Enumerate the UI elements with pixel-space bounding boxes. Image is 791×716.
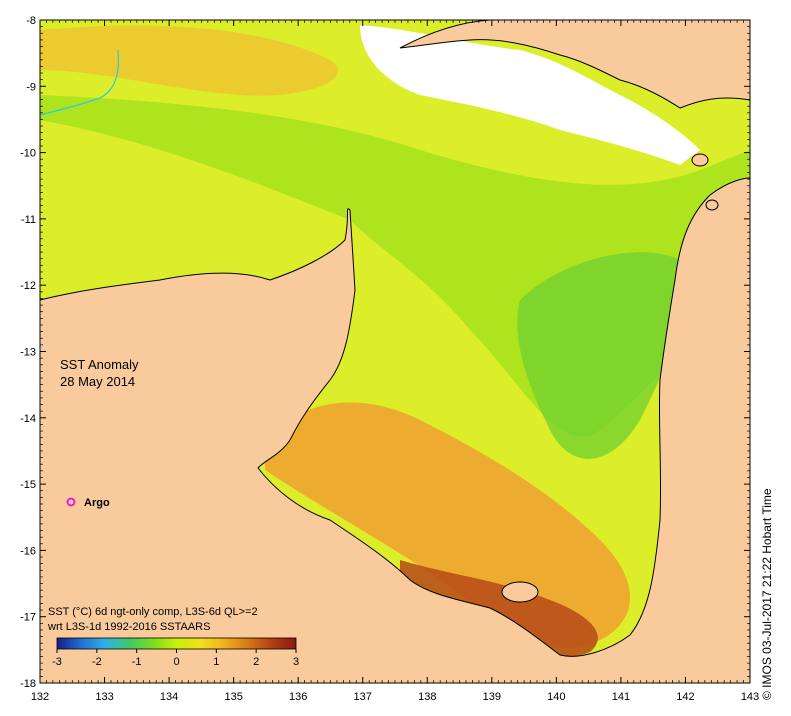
no-data-region bbox=[360, 25, 700, 165]
argo-marker bbox=[66, 497, 76, 507]
y-tick-label: -14 bbox=[20, 413, 36, 425]
x-tick-label: 136 bbox=[289, 691, 307, 703]
x-tick-label: 138 bbox=[418, 691, 436, 703]
y-tick-label: -15 bbox=[20, 479, 36, 491]
legend-tick-label: 2 bbox=[253, 656, 259, 668]
y-tick-label: -8 bbox=[26, 15, 36, 27]
credit-text: © IMOS 03-Jul-2017 21:22 Hobart Time bbox=[760, 488, 774, 700]
y-tick-label: -10 bbox=[20, 148, 36, 160]
x-tick-label: 139 bbox=[483, 691, 501, 703]
land-arnhem bbox=[39, 177, 751, 684]
sea-green-east bbox=[517, 252, 682, 459]
y-tick-label: -11 bbox=[21, 214, 36, 226]
x-tick-label: 135 bbox=[224, 691, 242, 703]
legend-tick-label: -2 bbox=[92, 656, 102, 668]
river-line bbox=[39, 49, 120, 116]
sea-red-gulf bbox=[400, 560, 598, 657]
x-tick-label: 140 bbox=[547, 691, 565, 703]
x-tick-label: 132 bbox=[31, 691, 49, 703]
x-tick-label: 141 bbox=[612, 691, 630, 703]
y-tick-label: -18 bbox=[20, 678, 36, 690]
x-tick-label: 143 bbox=[741, 691, 759, 703]
legend-tick-label: 0 bbox=[173, 656, 179, 668]
legend-line2: wrt L3S-1d 1992-2016 SSTAARS bbox=[47, 621, 210, 633]
y-tick-label: -16 bbox=[20, 545, 36, 557]
island-small-north bbox=[691, 153, 709, 167]
island-groote bbox=[501, 581, 539, 603]
argo-label: Argo bbox=[84, 497, 110, 509]
y-tick-label: -9 bbox=[26, 81, 36, 93]
x-tick-label: 137 bbox=[354, 691, 372, 703]
sea-orange-north bbox=[40, 25, 338, 96]
color-legend: SST (°C) 6d ngt-only comp, L3S-6d QL>=2 … bbox=[47, 606, 299, 668]
map-title-line1: SST Anomaly bbox=[60, 357, 139, 372]
x-tick-label: 133 bbox=[95, 691, 113, 703]
sea-orange-gulf bbox=[265, 402, 630, 649]
x-tick-label: 142 bbox=[676, 691, 694, 703]
map-title-line2: 28 May 2014 bbox=[60, 374, 135, 389]
y-tick-label: -12 bbox=[20, 280, 36, 292]
island-east bbox=[705, 199, 719, 211]
legend-tick-label: 1 bbox=[213, 656, 219, 668]
y-tick-label: -13 bbox=[20, 347, 36, 359]
x-tick-label: 134 bbox=[160, 691, 178, 703]
x-axis: 132 133 134 135 136 137 138 139 140 141 142 143 bbox=[31, 20, 759, 703]
legend-line1: SST (°C) 6d ngt-only comp, L3S-6d QL>=2 bbox=[48, 606, 258, 618]
legend-tick-label: 3 bbox=[293, 656, 299, 668]
legend-tick-group: -3 -2 -1 0 1 2 3 bbox=[52, 649, 299, 668]
legend-tick-label: -1 bbox=[132, 656, 142, 668]
y-axis: -8-9-10-11-12-13-14-15-16-17-18 bbox=[20, 15, 750, 690]
legend-tick-label: -3 bbox=[52, 656, 62, 668]
y-tick-label: -17 bbox=[20, 612, 36, 624]
legend-colorbar bbox=[56, 637, 297, 650]
